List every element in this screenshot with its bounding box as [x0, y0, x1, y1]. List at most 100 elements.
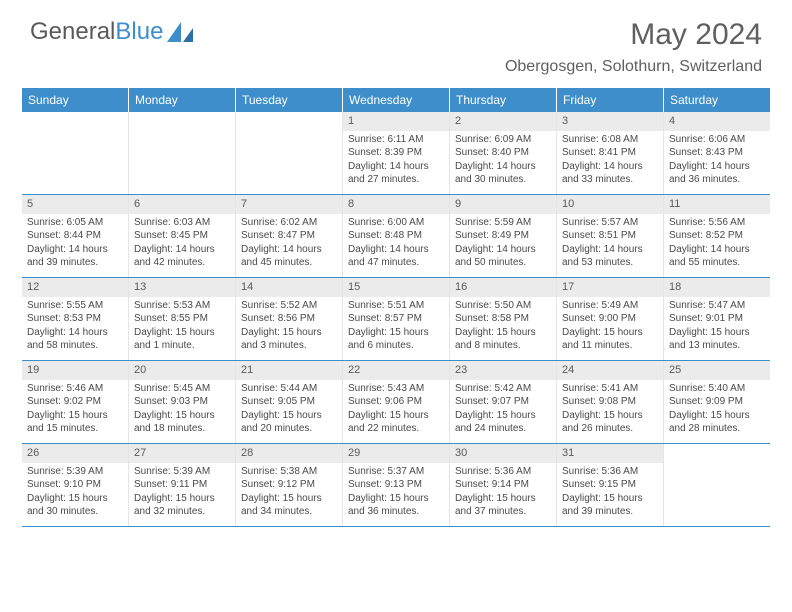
calendar-cell: 4Sunrise: 6:06 AMSunset: 8:43 PMDaylight… — [664, 112, 770, 194]
calendar-cell: 31Sunrise: 5:36 AMSunset: 9:15 PMDayligh… — [557, 444, 664, 526]
daylight-line: Daylight: 14 hours and 50 minutes. — [455, 243, 551, 270]
calendar-cell: 15Sunrise: 5:51 AMSunset: 8:57 PMDayligh… — [343, 278, 450, 360]
day-number: 30 — [450, 444, 556, 463]
sunrise-line: Sunrise: 5:41 AM — [562, 382, 658, 396]
day-number: 9 — [450, 195, 556, 214]
calendar-cell: 12Sunrise: 5:55 AMSunset: 8:53 PMDayligh… — [22, 278, 129, 360]
calendar-cell: 10Sunrise: 5:57 AMSunset: 8:51 PMDayligh… — [557, 195, 664, 277]
day-number: 20 — [129, 361, 235, 380]
calendar-cell — [236, 112, 343, 194]
day-number: 18 — [664, 278, 770, 297]
day-number: 15 — [343, 278, 449, 297]
day-number: 31 — [557, 444, 663, 463]
sunrise-line: Sunrise: 5:37 AM — [348, 465, 444, 479]
sunset-line: Sunset: 8:56 PM — [241, 312, 337, 326]
sunrise-line: Sunrise: 6:11 AM — [348, 133, 444, 147]
calendar-cell: 18Sunrise: 5:47 AMSunset: 9:01 PMDayligh… — [664, 278, 770, 360]
daylight-line: Daylight: 15 hours and 28 minutes. — [669, 409, 765, 436]
daylight-line: Daylight: 14 hours and 42 minutes. — [134, 243, 230, 270]
calendar-week: 12Sunrise: 5:55 AMSunset: 8:53 PMDayligh… — [22, 278, 770, 361]
sunrise-line: Sunrise: 5:56 AM — [669, 216, 765, 230]
month-title: May 2024 — [505, 18, 762, 52]
sunrise-line: Sunrise: 6:02 AM — [241, 216, 337, 230]
daylight-line: Daylight: 15 hours and 11 minutes. — [562, 326, 658, 353]
sunset-line: Sunset: 8:58 PM — [455, 312, 551, 326]
day-number: 21 — [236, 361, 342, 380]
calendar-cell: 2Sunrise: 6:09 AMSunset: 8:40 PMDaylight… — [450, 112, 557, 194]
day-number: 29 — [343, 444, 449, 463]
daylight-line: Daylight: 15 hours and 20 minutes. — [241, 409, 337, 436]
sunrise-line: Sunrise: 5:43 AM — [348, 382, 444, 396]
sunrise-line: Sunrise: 5:51 AM — [348, 299, 444, 313]
calendar-week: 19Sunrise: 5:46 AMSunset: 9:02 PMDayligh… — [22, 361, 770, 444]
calendar-cell: 19Sunrise: 5:46 AMSunset: 9:02 PMDayligh… — [22, 361, 129, 443]
sunrise-line: Sunrise: 5:50 AM — [455, 299, 551, 313]
sunrise-line: Sunrise: 5:36 AM — [562, 465, 658, 479]
day-number: 1 — [343, 112, 449, 131]
sunset-line: Sunset: 9:13 PM — [348, 478, 444, 492]
sunrise-line: Sunrise: 5:59 AM — [455, 216, 551, 230]
day-number: 13 — [129, 278, 235, 297]
sunset-line: Sunset: 9:03 PM — [134, 395, 230, 409]
day-number: 10 — [557, 195, 663, 214]
sunrise-line: Sunrise: 5:49 AM — [562, 299, 658, 313]
day-headers-row: SundayMondayTuesdayWednesdayThursdayFrid… — [22, 88, 770, 112]
day-number: 22 — [343, 361, 449, 380]
sunrise-line: Sunrise: 5:45 AM — [134, 382, 230, 396]
daylight-line: Daylight: 14 hours and 58 minutes. — [27, 326, 123, 353]
sunrise-line: Sunrise: 6:09 AM — [455, 133, 551, 147]
calendar-cell: 27Sunrise: 5:39 AMSunset: 9:11 PMDayligh… — [129, 444, 236, 526]
sunrise-line: Sunrise: 5:47 AM — [669, 299, 765, 313]
sunset-line: Sunset: 8:43 PM — [669, 146, 765, 160]
daylight-line: Daylight: 14 hours and 55 minutes. — [669, 243, 765, 270]
daylight-line: Daylight: 15 hours and 18 minutes. — [134, 409, 230, 436]
day-number: 14 — [236, 278, 342, 297]
calendar-cell: 8Sunrise: 6:00 AMSunset: 8:48 PMDaylight… — [343, 195, 450, 277]
daylight-line: Daylight: 15 hours and 1 minute. — [134, 326, 230, 353]
day-number: 7 — [236, 195, 342, 214]
sunset-line: Sunset: 8:53 PM — [27, 312, 123, 326]
daylight-line: Daylight: 15 hours and 36 minutes. — [348, 492, 444, 519]
daylight-line: Daylight: 14 hours and 27 minutes. — [348, 160, 444, 187]
calendar-cell: 14Sunrise: 5:52 AMSunset: 8:56 PMDayligh… — [236, 278, 343, 360]
location: Obergosgen, Solothurn, Switzerland — [505, 58, 762, 76]
daylight-line: Daylight: 14 hours and 53 minutes. — [562, 243, 658, 270]
calendar-week: 5Sunrise: 6:05 AMSunset: 8:44 PMDaylight… — [22, 195, 770, 278]
sunrise-line: Sunrise: 5:36 AM — [455, 465, 551, 479]
calendar-cell: 11Sunrise: 5:56 AMSunset: 8:52 PMDayligh… — [664, 195, 770, 277]
daylight-line: Daylight: 14 hours and 39 minutes. — [27, 243, 123, 270]
sunrise-line: Sunrise: 6:00 AM — [348, 216, 444, 230]
daylight-line: Daylight: 14 hours and 45 minutes. — [241, 243, 337, 270]
calendar-week: 1Sunrise: 6:11 AMSunset: 8:39 PMDaylight… — [22, 112, 770, 195]
daylight-line: Daylight: 14 hours and 33 minutes. — [562, 160, 658, 187]
daylight-line: Daylight: 15 hours and 26 minutes. — [562, 409, 658, 436]
calendar-cell — [129, 112, 236, 194]
day-number: 24 — [557, 361, 663, 380]
calendar-cell: 21Sunrise: 5:44 AMSunset: 9:05 PMDayligh… — [236, 361, 343, 443]
calendar-cell: 3Sunrise: 6:08 AMSunset: 8:41 PMDaylight… — [557, 112, 664, 194]
calendar-cell: 9Sunrise: 5:59 AMSunset: 8:49 PMDaylight… — [450, 195, 557, 277]
sunset-line: Sunset: 8:41 PM — [562, 146, 658, 160]
sunset-line: Sunset: 8:47 PM — [241, 229, 337, 243]
day-number: 12 — [22, 278, 128, 297]
sunset-line: Sunset: 9:10 PM — [27, 478, 123, 492]
day-number: 17 — [557, 278, 663, 297]
sunrise-line: Sunrise: 6:03 AM — [134, 216, 230, 230]
day-header: Sunday — [22, 88, 129, 112]
day-number: 5 — [22, 195, 128, 214]
daylight-line: Daylight: 15 hours and 39 minutes. — [562, 492, 658, 519]
sunset-line: Sunset: 9:02 PM — [27, 395, 123, 409]
calendar-cell: 16Sunrise: 5:50 AMSunset: 8:58 PMDayligh… — [450, 278, 557, 360]
sunset-line: Sunset: 8:51 PM — [562, 229, 658, 243]
calendar-cell: 1Sunrise: 6:11 AMSunset: 8:39 PMDaylight… — [343, 112, 450, 194]
day-number: 27 — [129, 444, 235, 463]
sunrise-line: Sunrise: 5:38 AM — [241, 465, 337, 479]
sunset-line: Sunset: 8:57 PM — [348, 312, 444, 326]
calendar-cell: 23Sunrise: 5:42 AMSunset: 9:07 PMDayligh… — [450, 361, 557, 443]
calendar-cell: 29 Sunrise: 5:37 AMSunset: 9:13 PMDayligh… — [343, 444, 450, 526]
day-header: Thursday — [450, 88, 557, 112]
day-number: 4 — [664, 112, 770, 131]
sunset-line: Sunset: 8:48 PM — [348, 229, 444, 243]
sunset-line: Sunset: 9:09 PM — [669, 395, 765, 409]
sunset-line: Sunset: 9:00 PM — [562, 312, 658, 326]
